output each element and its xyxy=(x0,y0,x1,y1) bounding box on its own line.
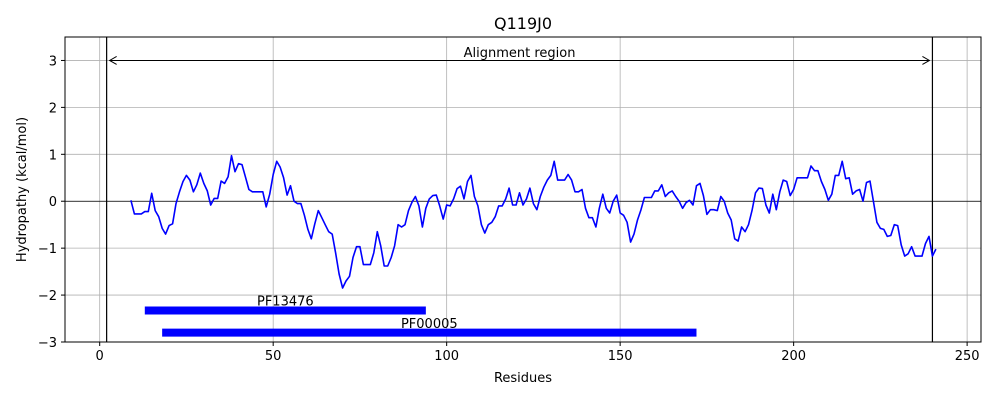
x-tick-label: 50 xyxy=(265,349,282,364)
x-tick-label: 100 xyxy=(434,349,459,364)
y-tick-label: −3 xyxy=(38,336,57,351)
hydropathy-series xyxy=(130,154,937,289)
domain-label: PF00005 xyxy=(401,317,458,332)
x-tick-label: 0 xyxy=(96,349,104,364)
domain-label: PF13476 xyxy=(257,295,314,310)
arrow-head-right xyxy=(922,56,931,65)
arrow-head-left xyxy=(108,56,117,65)
y-tick-label: 1 xyxy=(49,148,57,163)
y-tick-label: 3 xyxy=(49,54,57,69)
x-axis-label: Residues xyxy=(494,371,552,386)
y-axis-label: Hydropathy (kcal/mol) xyxy=(15,117,30,262)
axes-frame xyxy=(64,36,982,343)
chart-title: Q119J0 xyxy=(494,14,552,33)
y-tick-label: 2 xyxy=(49,101,57,116)
alignment-annotation: Alignment region xyxy=(108,46,931,65)
grid-layer xyxy=(65,37,981,343)
x-tick-label: 200 xyxy=(781,349,806,364)
y-tick-label: −1 xyxy=(38,242,57,257)
domain-bars: PF13476 PF00005 xyxy=(144,295,697,337)
x-tick-label: 250 xyxy=(955,349,980,364)
hydropathy-line xyxy=(130,154,937,289)
reference-lines xyxy=(65,37,981,342)
alignment-region-label: Alignment region xyxy=(464,46,576,61)
y-tick-label: 0 xyxy=(49,195,57,210)
y-tick-label: −2 xyxy=(38,289,57,304)
x-tick-label: 150 xyxy=(608,349,633,364)
axis-ticks: 0 50 100 150 200 250 −3 −2 −1 0 1 2 3 xyxy=(38,54,980,364)
